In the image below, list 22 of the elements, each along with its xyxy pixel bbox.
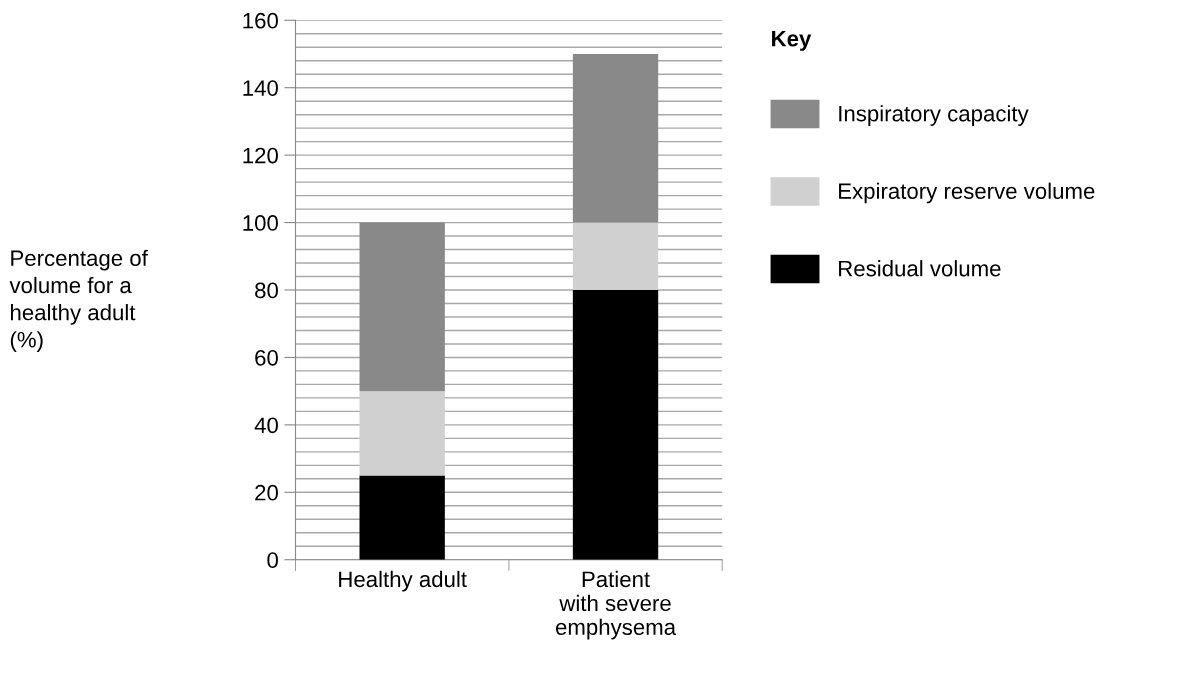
x-tick-label: Healthy adult <box>339 570 467 592</box>
y-tick-label: 120 <box>243 147 278 164</box>
legend-label: Residual volume <box>839 260 1001 277</box>
y-tick-label: 80 <box>255 282 278 299</box>
bar <box>572 290 659 560</box>
x-tick-label: Patient with severe emphysema <box>555 570 677 640</box>
bar <box>572 222 659 290</box>
y-axis-title: Percentage of volume for a healthy adult (%) <box>9 249 148 352</box>
bar <box>359 475 445 560</box>
bar <box>359 391 445 476</box>
y-tick-label: 20 <box>255 484 278 501</box>
y-tick-label: 40 <box>254 417 278 434</box>
legend-title: Key <box>772 30 812 51</box>
y-tick-label: 140 <box>243 80 278 96</box>
y-tick-label: 0 <box>267 552 278 568</box>
bar <box>359 222 445 392</box>
y-tick-label: 100 <box>243 215 278 231</box>
bar <box>572 54 659 223</box>
y-tick-label: 160 <box>243 12 278 29</box>
y-tick-label: 60 <box>255 349 278 366</box>
legend-label: Inspiratory capacity <box>839 105 1029 126</box>
legend-label: Expiratory reserve volume <box>839 182 1095 204</box>
